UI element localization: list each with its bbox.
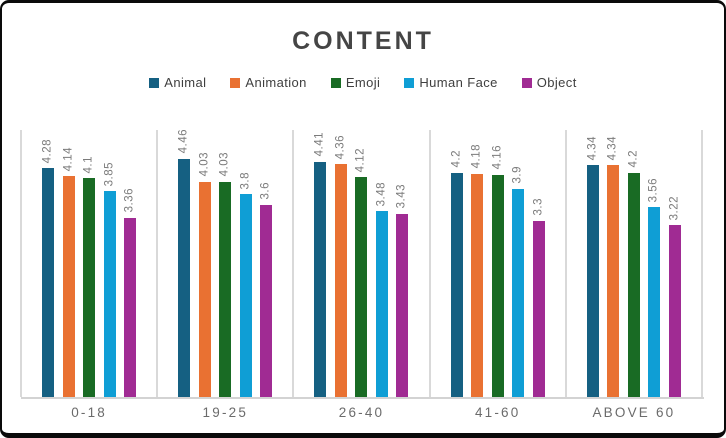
gridline — [292, 130, 295, 397]
gridline — [564, 130, 567, 397]
bar-value-label: 4.18 — [470, 144, 483, 169]
chart-title: CONTENT — [292, 27, 434, 55]
legend: Animal Animation Emoji Human Face Object — [2, 75, 724, 90]
legend-label: Object — [536, 75, 577, 90]
bar-value-label: 4.41 — [313, 132, 326, 157]
gridline — [701, 130, 703, 397]
legend-item-animation: Animation — [230, 75, 306, 90]
bar-value-label: 4.34 — [606, 135, 619, 161]
category-label-above-60: ABOVE 60 — [592, 405, 676, 420]
legend-swatch-human-face — [404, 77, 415, 88]
legend-swatch-object — [521, 77, 532, 88]
bar-animal-41-60: 4.2 — [450, 150, 463, 397]
bar-object-26-40: 3.43 — [396, 184, 409, 397]
bar-value-label: 3.48 — [375, 181, 388, 207]
bar-value-label: 4.03 — [198, 152, 211, 177]
bar-animal-0-18: 4.28 — [41, 139, 55, 397]
bar-animal-26-40: 4.41 — [314, 132, 327, 397]
bar-object-41-60: 3.3 — [532, 198, 545, 397]
bar-animation-0-18: 4.14 — [62, 147, 75, 397]
bar-group-41-60: 4.2 4.18 4.16 3.9 3.3 — [430, 130, 566, 397]
legend-item-animal: Animal — [149, 75, 206, 90]
bar-emoji-19-25: 4.03 — [219, 152, 232, 397]
bar-emoji-26-40: 4.12 — [355, 148, 368, 397]
x-axis-line — [21, 397, 704, 399]
gridline — [20, 130, 22, 397]
legend-swatch-animation — [230, 77, 241, 88]
legend-label: Emoji — [345, 75, 381, 90]
bar-emoji-0-18: 4.1 — [82, 156, 96, 397]
bar-value-label: 3.85 — [102, 162, 115, 187]
bar-human-face-41-60: 3.9 — [511, 166, 525, 397]
bar-object-above-60: 3.22 — [668, 196, 681, 397]
bar-value-label: 3.3 — [531, 198, 544, 216]
bar-value-label: 3.6 — [259, 182, 272, 200]
bar-value-label: 4.36 — [334, 134, 347, 160]
plot-area: 4.28 4.14 4.1 3.85 3.36 4.46 4.03 4.03 3.8 3.6 4.4… — [20, 129, 704, 399]
bar-value-label: 3.56 — [647, 177, 660, 202]
bar-value-label: 3.43 — [395, 184, 408, 209]
gridline — [428, 130, 431, 397]
bar-value-label: 4.03 — [218, 152, 231, 177]
bar-value-label: 4.28 — [41, 139, 54, 164]
bar-value-label: 4.2 — [449, 150, 462, 168]
category-label-26-40: 26-40 — [338, 405, 385, 420]
legend-item-object: Object — [521, 75, 577, 90]
bar-value-label: 3.9 — [511, 166, 524, 184]
bar-emoji-above-60: 4.2 — [627, 150, 640, 397]
bar-animation-above-60: 4.34 — [607, 136, 620, 397]
bar-value-label: 3.22 — [668, 195, 681, 221]
bar-human-face-0-18: 3.85 — [103, 162, 116, 397]
bar-human-face-above-60: 3.56 — [648, 178, 661, 397]
bar-object-0-18: 3.36 — [123, 188, 137, 397]
bar-value-label: 3.8 — [239, 171, 252, 190]
bar-group-26-40: 4.41 4.36 4.12 3.48 3.43 — [293, 130, 429, 397]
legend-label: Animal — [164, 75, 207, 90]
bar-group-19-25: 4.46 4.03 4.03 3.8 3.6 — [157, 129, 293, 397]
bar-value-label: 4.1 — [82, 155, 95, 174]
bar-animal-above-60: 4.34 — [586, 136, 599, 397]
bar-emoji-41-60: 4.16 — [491, 145, 504, 397]
legend-item-human-face: Human Face — [404, 75, 497, 90]
bar-group-0-18: 4.28 4.14 4.1 3.85 3.36 — [21, 130, 157, 397]
bar-value-label: 4.14 — [61, 146, 74, 171]
category-label-41-60: 41-60 — [474, 405, 521, 420]
bar-group-above-60: 4.34 4.34 4.2 3.56 3.22 — [566, 130, 702, 397]
bar-animation-19-25: 4.03 — [198, 152, 211, 397]
bar-object-19-25: 3.6 — [260, 182, 273, 397]
bar-human-face-19-25: 3.8 — [239, 172, 252, 397]
bar-value-label: 4.12 — [354, 147, 367, 172]
bar-value-label: 4.34 — [586, 135, 599, 161]
category-label-19-25: 19-25 — [202, 405, 249, 420]
bar-animation-41-60: 4.18 — [470, 144, 484, 397]
legend-label: Animation — [245, 75, 307, 90]
bar-value-label: 3.36 — [123, 188, 136, 213]
bar-human-face-26-40: 3.48 — [375, 182, 388, 397]
legend-swatch-animal — [149, 77, 160, 88]
bar-animal-19-25: 4.46 — [178, 129, 191, 397]
legend-item-emoji: Emoji — [330, 75, 381, 90]
gridline — [156, 130, 159, 397]
bar-value-label: 4.16 — [490, 145, 503, 170]
bar-value-label: 4.2 — [627, 150, 640, 168]
legend-swatch-emoji — [330, 77, 341, 88]
category-label-0-18: 0-18 — [71, 405, 108, 420]
bar-animation-26-40: 4.36 — [334, 135, 347, 397]
legend-label: Human Face — [419, 75, 498, 90]
bar-value-label: 4.46 — [177, 129, 190, 154]
category-axis: 0-18 19-25 26-40 41-60 ABOVE 60 — [21, 405, 702, 420]
